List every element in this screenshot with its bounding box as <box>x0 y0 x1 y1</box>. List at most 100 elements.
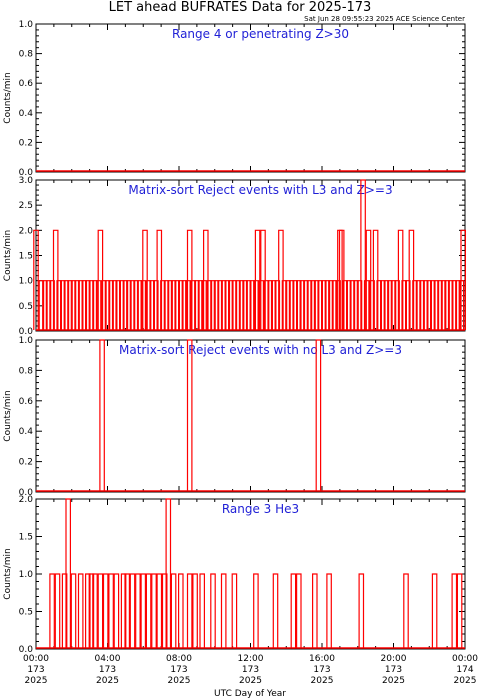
data-spike <box>124 573 130 648</box>
y-tick-label: 2.0 <box>19 226 34 236</box>
data-spike <box>331 280 338 330</box>
data-spike <box>422 280 429 330</box>
data-spike <box>415 280 422 330</box>
x-tick-label-doy: 173 <box>242 665 259 675</box>
data-spike <box>288 280 295 330</box>
data-spike <box>326 573 332 648</box>
data-spike <box>249 280 256 330</box>
data-spike <box>186 573 193 648</box>
data-spike <box>383 280 390 330</box>
data-spike <box>210 573 216 648</box>
data-spike <box>296 573 302 648</box>
data-spike <box>349 280 356 330</box>
y-tick-label: 1.0 <box>19 277 34 287</box>
y-tick-label: 0.2 <box>19 458 33 468</box>
panel-1: 0.0 0.2 0.4 0.6 0.8 1.0 Counts/min Range 4 or p… <box>3 20 466 178</box>
data-spike <box>108 573 114 648</box>
data-spike <box>394 280 400 330</box>
data-spike <box>49 573 55 648</box>
data-spike <box>447 280 454 330</box>
chart-title: LET ahead BUFRATES Data for 2025-173 <box>109 0 372 15</box>
data-spike <box>70 280 77 330</box>
data-spike <box>376 280 382 330</box>
data-spike <box>303 280 309 330</box>
data-spike <box>77 573 84 648</box>
data-spike <box>292 280 298 330</box>
data-spike <box>45 280 52 330</box>
x-axis-label: UTC Day of Year <box>214 689 286 699</box>
data-spike <box>170 573 177 648</box>
data-spike <box>380 280 386 330</box>
data-spike <box>84 573 91 648</box>
data-spike <box>263 280 270 330</box>
timestamp: Sat Jun 28 09:55:23 2025 ACE Science Cen… <box>304 15 465 23</box>
data-spike <box>431 573 438 648</box>
data-spike <box>97 573 104 648</box>
data-spike <box>426 280 432 330</box>
data-spike <box>161 573 168 648</box>
y-axis-label: Counts/min <box>3 548 13 599</box>
data-spike <box>358 573 365 648</box>
panel-4: 0.0 0.5 1.0 1.5 2.0 Counts/min Range 3 He3 <box>3 495 466 655</box>
data-spike <box>133 280 139 330</box>
data-spike <box>220 573 227 648</box>
data-spike <box>122 280 129 330</box>
data-spike <box>313 280 320 330</box>
data-spike <box>267 280 273 330</box>
data-spike <box>231 280 238 330</box>
data-spike <box>49 280 55 330</box>
data-spike <box>433 280 440 330</box>
data-spike <box>190 280 197 330</box>
data-spike <box>285 280 291 330</box>
data-spike <box>290 573 297 648</box>
plot-frame <box>35 23 466 173</box>
data-spike <box>460 229 466 330</box>
data-spike <box>111 280 118 330</box>
x-tick-label-doy: 173 <box>99 665 116 675</box>
x-tick-label-doy: 173 <box>313 665 330 675</box>
data-spike <box>163 280 170 330</box>
y-tick-label: 0.6 <box>19 79 34 89</box>
data-spike <box>178 280 184 330</box>
panel-3: 0.0 0.2 0.4 0.6 0.8 1.0 Counts/min Matrix-sort … <box>3 336 466 498</box>
y-tick-label: 1.5 <box>19 252 33 262</box>
data-spike <box>405 280 411 330</box>
data-spike <box>213 280 220 330</box>
data-spike <box>403 573 409 648</box>
data-spike <box>84 280 91 330</box>
y-tick-label: 2.5 <box>19 201 33 211</box>
data-spike <box>238 280 245 330</box>
data-spike <box>59 280 66 330</box>
data-spike <box>274 280 281 330</box>
panel-title: Matrix-sort Reject events with no L3 and… <box>119 343 402 357</box>
panel-title: Range 4 or penetrating Z>30 <box>172 27 349 41</box>
x-tick-label-time: 04:00 <box>95 654 121 664</box>
y-tick-label: 0.8 <box>19 50 34 60</box>
data-spike <box>253 573 259 648</box>
data-spike <box>321 280 327 330</box>
y-tick-label: 2.0 <box>19 495 34 505</box>
data-spike <box>126 280 132 330</box>
data-spike <box>245 280 252 330</box>
panel-title: Matrix-sort Reject events with L3 and Z>… <box>128 183 392 197</box>
data-spike <box>235 280 241 330</box>
data-spike <box>140 573 146 648</box>
data-spike <box>440 280 447 330</box>
data-spike <box>272 573 279 648</box>
data-spike <box>270 280 277 330</box>
x-tick-label-year: 2025 <box>311 676 334 686</box>
data-spike <box>360 179 366 330</box>
data-spike <box>160 280 166 330</box>
x-tick-label-doy: 173 <box>385 665 402 675</box>
y-axis-label: Counts/min <box>3 390 13 441</box>
data-spike <box>194 280 200 330</box>
data-spike <box>70 573 77 648</box>
x-tick-label-time: 12:00 <box>238 654 264 664</box>
x-tick-label-time: 16:00 <box>309 654 335 664</box>
data-spike <box>220 280 227 330</box>
data-spike <box>387 280 393 330</box>
data-spike <box>192 573 198 648</box>
data-spike <box>74 280 80 330</box>
data-spike <box>149 280 155 330</box>
